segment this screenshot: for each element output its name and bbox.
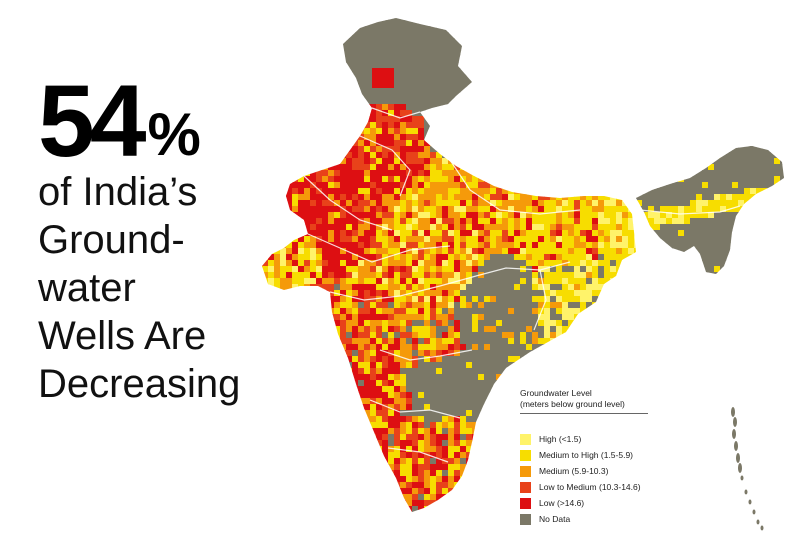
headline-line-1: of India’s <box>38 170 198 214</box>
legend-label-high: High (<1.5) <box>539 434 582 444</box>
andaman-nicobar-islands <box>731 407 764 531</box>
headline-line-4: Wells Are <box>38 314 207 358</box>
legend-swatch-medium <box>520 465 531 477</box>
legend-label-low: Low (>14.6) <box>539 498 585 508</box>
legend-item-no-data: No Data <box>520 511 690 527</box>
legend-item-medium: Medium (5.9-10.3) <box>520 463 690 479</box>
headline-line-2: Ground- <box>38 218 185 262</box>
legend-swatch-no-data <box>520 513 531 525</box>
legend-divider <box>520 413 648 414</box>
big-percent: % <box>147 101 201 168</box>
headline-line-3: water <box>38 266 136 310</box>
legend-swatch-low-medium <box>520 481 531 493</box>
legend: Groundwater Level (meters below ground l… <box>520 388 690 527</box>
headline-line-5: Decreasing <box>38 362 241 406</box>
headline: 54 % of India’s Ground- water Wells Are … <box>38 64 278 408</box>
legend-item-low-medium: Low to Medium (10.3-14.6) <box>520 479 690 495</box>
legend-swatch-low <box>520 497 531 509</box>
legend-item-medium-high: Medium to High (1.5-5.9) <box>520 447 690 463</box>
legend-swatch-medium-high <box>520 449 531 461</box>
legend-subtitle: (meters below ground level) <box>520 399 625 409</box>
legend-item-low: Low (>14.6) <box>520 495 690 511</box>
legend-swatch-high <box>520 433 531 445</box>
legend-label-medium-high: Medium to High (1.5-5.9) <box>539 450 634 460</box>
legend-label-low-medium: Low to Medium (10.3-14.6) <box>539 482 641 492</box>
legend-label-medium: Medium (5.9-10.3) <box>539 466 609 476</box>
legend-item-high: High (<1.5) <box>520 431 690 447</box>
state-boundaries <box>303 107 741 463</box>
headline-text: of India’s Ground- water Wells Are Decre… <box>38 168 278 408</box>
legend-title: Groundwater Level <box>520 388 592 398</box>
big-number: 54 <box>38 64 146 178</box>
big-stat: 54 % <box>38 64 278 178</box>
legend-label-no-data: No Data <box>539 514 571 524</box>
